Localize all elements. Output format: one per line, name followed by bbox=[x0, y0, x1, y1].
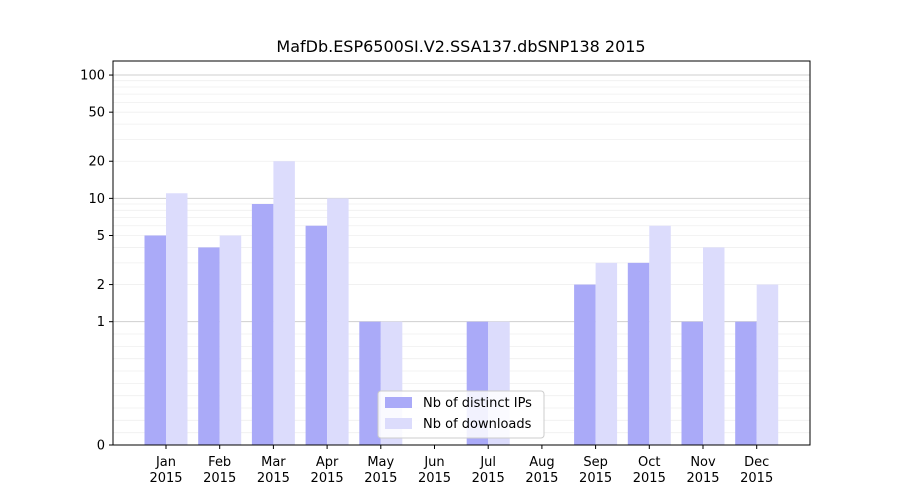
y-tick-label: 0 bbox=[97, 439, 105, 454]
bar-downloads-8 bbox=[595, 262, 618, 445]
bar-downloads-3 bbox=[327, 198, 349, 445]
bar-downloads-11 bbox=[756, 284, 779, 445]
legend-box bbox=[377, 390, 545, 439]
legend: Nb of distinct IPs Nb of downloads bbox=[377, 390, 545, 439]
bar-distinct-ips-9 bbox=[627, 262, 650, 445]
chart-title: MafDb.ESP6500SI.V2.SSA137.dbSNP138 2015 bbox=[276, 37, 645, 56]
y-tick-label: 20 bbox=[88, 155, 105, 170]
y-tick-label: 2 bbox=[97, 278, 105, 293]
legend-swatch bbox=[385, 418, 412, 429]
y-tick-label: 1 bbox=[97, 315, 105, 330]
bar-downloads-0 bbox=[166, 193, 188, 445]
bar-distinct-ips-2 bbox=[251, 204, 274, 445]
x-tick-label: Jul 2015 bbox=[472, 455, 505, 486]
y-tick-label: 100 bbox=[80, 69, 105, 84]
x-tick-label: Apr 2015 bbox=[311, 455, 344, 486]
y-tick-label: 5 bbox=[97, 229, 105, 244]
x-tick-label: Feb 2015 bbox=[203, 455, 236, 486]
legend-swatch bbox=[385, 397, 412, 408]
x-tick-label: Dec 2015 bbox=[740, 455, 773, 486]
legend-label: Nb of distinct IPs bbox=[423, 396, 532, 411]
x-tick-label: Jun 2015 bbox=[418, 455, 451, 486]
plot-frame bbox=[112, 60, 811, 446]
x-tick-label: Nov 2015 bbox=[686, 455, 719, 486]
bar-downloads-2 bbox=[273, 161, 295, 445]
y-tick-label: 50 bbox=[88, 106, 105, 121]
x-tick-label: Jan 2015 bbox=[149, 455, 182, 486]
y-tick-label: 10 bbox=[88, 192, 105, 207]
bar-distinct-ips-3 bbox=[305, 225, 328, 445]
bar-downloads-9 bbox=[649, 225, 671, 445]
x-tick-label: May 2015 bbox=[364, 455, 397, 486]
bar-distinct-ips-10 bbox=[681, 321, 703, 445]
bar-downloads-1 bbox=[219, 235, 242, 445]
x-axis: Jan 2015 Feb 2015 Mar 2015 Apr 2015 May 2015 Jun 20… bbox=[149, 445, 773, 486]
x-tick-label: Mar 2015 bbox=[257, 455, 290, 486]
y-axis: 0 1 2 5 10 20 50 100 bbox=[80, 69, 113, 454]
bar-distinct-ips-8 bbox=[574, 284, 596, 445]
bar-distinct-ips-0 bbox=[144, 235, 166, 445]
bar-distinct-ips-11 bbox=[735, 321, 757, 445]
bar-distinct-ips-1 bbox=[198, 247, 220, 445]
x-tick-label: Aug 2015 bbox=[525, 455, 558, 486]
x-tick-label: Oct 2015 bbox=[633, 455, 666, 486]
bar-downloads-10 bbox=[703, 247, 725, 445]
x-tick-label: Sep 2015 bbox=[579, 455, 612, 486]
legend-label: Nb of downloads bbox=[423, 417, 532, 432]
bar-distinct-ips-4 bbox=[359, 321, 381, 445]
